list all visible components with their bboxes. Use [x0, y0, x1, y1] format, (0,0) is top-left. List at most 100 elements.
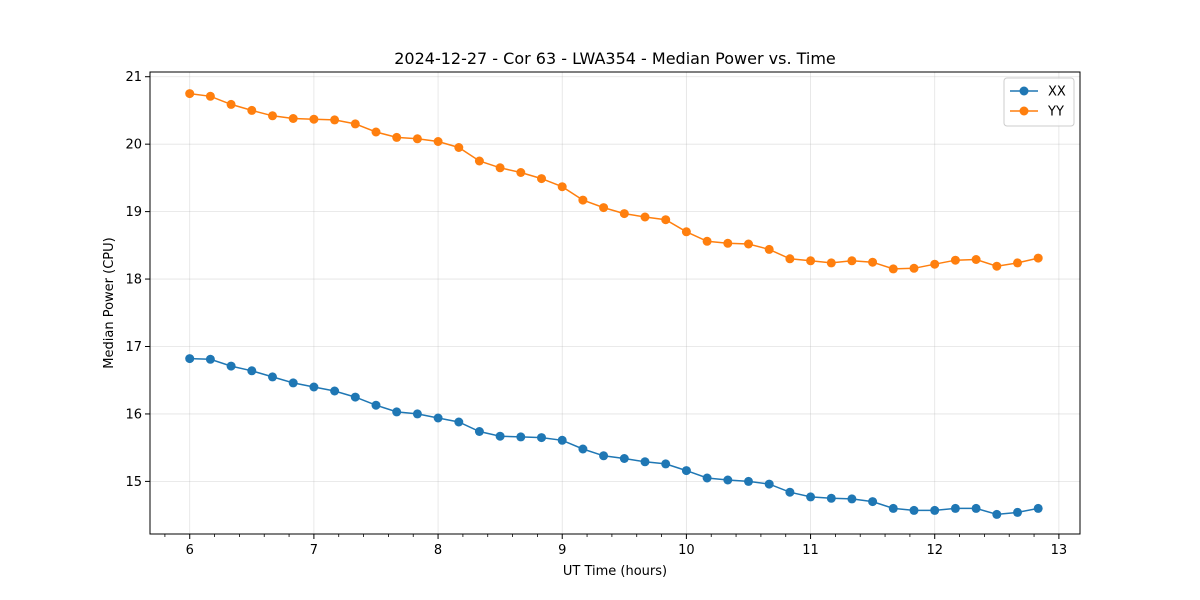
data-point-yy: [744, 239, 753, 249]
data-point-xx: [185, 354, 195, 364]
data-point-yy: [350, 119, 360, 129]
data-point-yy: [516, 168, 526, 177]
data-point-yy: [495, 163, 505, 173]
data-point-xx: [268, 372, 277, 382]
data-point-xx: [247, 366, 257, 376]
data-point-yy: [557, 182, 567, 192]
tick-layer: 6 7 8 9 10 11 12 13 15 16 17 18 19 20 21: [125, 70, 1067, 558]
y-tick-label: 17: [125, 340, 142, 355]
data-point-yy: [723, 238, 733, 248]
data-point-xx: [330, 386, 340, 396]
data-point-xx: [702, 473, 712, 483]
data-point-xx: [971, 503, 981, 513]
data-point-xx: [557, 435, 567, 445]
data-point-yy: [412, 134, 422, 144]
data-point-xx: [661, 459, 671, 469]
data-point-xx: [205, 354, 215, 364]
data-point-yy: [806, 256, 816, 266]
data-point-yy: [268, 111, 277, 121]
data-point-yy: [185, 89, 195, 99]
legend-label-yy: YY: [1047, 105, 1064, 120]
data-point-xx: [950, 503, 960, 513]
data-point-yy: [247, 105, 257, 115]
data-point-xx: [392, 407, 402, 417]
legend-label-xx: XX: [1048, 85, 1066, 100]
data-point-xx: [868, 497, 878, 507]
data-point-yy: [847, 256, 857, 266]
legend: XX YY: [1003, 77, 1075, 127]
data-point-xx: [785, 487, 795, 497]
x-tick-label: 6: [186, 543, 194, 558]
data-point-yy: [1013, 258, 1022, 268]
data-point-xx: [371, 400, 381, 410]
data-point-yy: [661, 215, 671, 225]
data-point-yy: [599, 203, 609, 213]
data-point-yy: [226, 99, 236, 109]
x-tick-label: 8: [434, 543, 442, 558]
x-tick-label: 11: [802, 543, 819, 558]
data-point-xx: [1033, 503, 1043, 513]
data-point-xx: [888, 503, 898, 513]
y-tick-label: 16: [125, 407, 142, 422]
y-tick-label: 19: [125, 205, 142, 220]
data-point-xx: [309, 382, 319, 392]
data-point-xx: [723, 475, 733, 485]
data-point-yy: [205, 91, 215, 101]
data-point-yy: [474, 156, 484, 166]
data-point-xx: [744, 476, 753, 486]
data-point-xx: [578, 444, 588, 454]
data-point-xx: [516, 432, 526, 442]
data-point-yy: [433, 137, 443, 146]
x-tick-label: 7: [310, 543, 318, 558]
data-point-xx: [454, 417, 464, 427]
data-point-yy: [971, 255, 981, 264]
data-point-xx: [992, 509, 1002, 519]
data-point-yy: [371, 127, 381, 137]
data-point-yy: [702, 236, 712, 246]
data-point-yy: [1033, 253, 1043, 263]
data-point-xx: [681, 466, 691, 476]
data-point-yy: [288, 114, 298, 123]
data-point-xx: [619, 454, 629, 463]
legend-marker-yy: [1019, 106, 1029, 116]
data-point-yy: [930, 259, 940, 269]
data-point-xx: [640, 457, 650, 467]
data-point-yy: [640, 212, 650, 222]
x-tick-label: 10: [678, 543, 695, 558]
data-point-xx: [288, 378, 298, 388]
data-point-xx: [433, 413, 443, 423]
y-tick-label: 15: [125, 475, 142, 490]
data-point-xx: [806, 492, 816, 502]
x-axis-label: UT Time (hours): [563, 564, 667, 579]
x-tick-label: 9: [558, 543, 566, 558]
y-axis-label: Median Power (CPU): [102, 237, 117, 368]
data-point-yy: [392, 132, 402, 142]
y-tick-label: 18: [125, 273, 142, 288]
plot-frame: [149, 71, 1081, 535]
data-point-yy: [330, 115, 340, 125]
chart-title: 2024-12-27 - Cor 63 - LWA354 - Median Po…: [394, 49, 836, 68]
data-point-yy: [537, 174, 546, 184]
data-point-yy: [888, 264, 898, 274]
x-tick-label: 12: [926, 543, 943, 558]
x-tick-label: 13: [1051, 543, 1068, 558]
data-point-xx: [412, 409, 422, 419]
data-point-yy: [619, 209, 629, 219]
y-tick-label: 21: [125, 70, 142, 85]
data-point-yy: [764, 244, 774, 254]
data-point-yy: [681, 227, 691, 237]
grid-layer: [150, 72, 1080, 534]
data-point-yy: [309, 114, 319, 124]
data-point-yy: [454, 143, 464, 152]
data-point-xx: [764, 479, 774, 489]
data-point-xx: [226, 361, 236, 371]
data-point-xx: [1013, 507, 1022, 517]
data-point-yy: [868, 257, 878, 267]
data-point-yy: [950, 255, 960, 265]
data-point-xx: [495, 431, 505, 441]
data-point-xx: [930, 505, 940, 515]
legend-marker-xx: [1019, 86, 1029, 96]
data-point-yy: [785, 254, 795, 264]
y-tick-label: 20: [125, 138, 142, 153]
